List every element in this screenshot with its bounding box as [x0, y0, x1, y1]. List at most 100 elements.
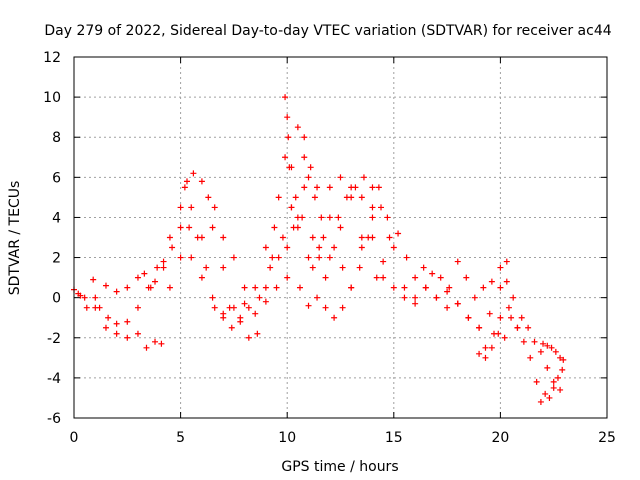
data-point: [294, 214, 301, 221]
data-point: [262, 298, 269, 305]
data-point: [365, 234, 372, 241]
y-tick-label: -2: [47, 331, 61, 347]
data-point: [488, 278, 495, 285]
data-point: [380, 258, 387, 265]
series-2: [75, 184, 521, 351]
data-point: [160, 264, 167, 271]
data-point: [152, 278, 159, 285]
data-point: [296, 284, 303, 291]
data-point: [96, 304, 103, 311]
data-point: [378, 204, 385, 211]
data-point: [105, 314, 112, 321]
data-point: [158, 340, 165, 347]
data-point: [348, 284, 355, 291]
y-tick-label: -6: [47, 411, 61, 427]
data-point: [412, 300, 419, 307]
x-tick-label: 5: [176, 430, 185, 446]
data-point: [337, 224, 344, 231]
data-point: [245, 334, 252, 341]
data-point: [559, 366, 566, 373]
data-point: [305, 254, 312, 261]
y-axis-label: SDTVAR / TECUs: [7, 181, 23, 296]
data-point: [188, 254, 195, 261]
y-tick-label: 10: [43, 90, 61, 106]
data-point: [508, 314, 515, 321]
data-point: [83, 304, 90, 311]
data-point: [301, 184, 308, 191]
data-point: [412, 274, 419, 281]
data-point: [320, 234, 327, 241]
data-point: [335, 214, 342, 221]
data-point: [337, 174, 344, 181]
x-tick-label: 15: [385, 430, 403, 446]
x-tick-label: 10: [278, 430, 296, 446]
data-point: [386, 234, 393, 241]
y-tick-label: 12: [43, 50, 61, 66]
data-point: [166, 234, 173, 241]
data-point: [390, 284, 397, 291]
data-point: [503, 258, 510, 265]
data-point: [314, 294, 321, 301]
data-point: [209, 294, 216, 301]
data-point: [134, 330, 141, 337]
data-point: [285, 134, 292, 141]
data-point: [358, 234, 365, 241]
data-point: [102, 324, 109, 331]
data-point: [92, 294, 99, 301]
data-point: [322, 274, 329, 281]
data-point: [309, 264, 316, 271]
data-point: [518, 314, 525, 321]
data-point: [465, 314, 472, 321]
data-point: [352, 184, 359, 191]
data-point: [420, 264, 427, 271]
series-7: [540, 340, 567, 363]
data-point: [537, 348, 544, 355]
data-point: [113, 288, 120, 295]
data-point: [307, 164, 314, 171]
data-point: [113, 330, 120, 337]
data-point: [360, 174, 367, 181]
y-tick-label: 2: [52, 251, 61, 267]
data-point: [286, 164, 293, 171]
data-point: [537, 398, 544, 405]
data-point: [188, 204, 195, 211]
data-point: [90, 276, 97, 283]
data-point: [314, 184, 321, 191]
data-point: [220, 264, 227, 271]
data-point: [241, 300, 248, 307]
data-point: [322, 304, 329, 311]
data-point: [395, 230, 402, 237]
data-point: [282, 94, 289, 101]
data-point: [301, 134, 308, 141]
y-tick-label: 4: [52, 210, 61, 226]
data-point: [183, 178, 190, 185]
data-point: [288, 204, 295, 211]
data-point: [290, 224, 297, 231]
data-point: [412, 294, 419, 301]
data-point: [401, 294, 408, 301]
data-point: [220, 310, 227, 317]
data-point: [497, 264, 504, 271]
data-point: [552, 348, 559, 355]
data-point: [134, 274, 141, 281]
data-point: [230, 254, 237, 261]
data-point: [358, 244, 365, 251]
data-point: [401, 284, 408, 291]
y-tick-label: 8: [52, 130, 61, 146]
data-point: [124, 318, 131, 325]
data-point: [154, 264, 161, 271]
data-point: [254, 330, 261, 337]
data-point: [190, 170, 197, 177]
data-point: [326, 184, 333, 191]
data-point: [160, 258, 167, 265]
data-point: [284, 244, 291, 251]
data-point: [503, 278, 510, 285]
data-point: [198, 178, 205, 185]
series-5: [282, 94, 391, 309]
series-6: [476, 314, 566, 405]
data-point: [557, 386, 564, 393]
data-point: [318, 214, 325, 221]
data-point: [284, 274, 291, 281]
data-point: [554, 374, 561, 381]
